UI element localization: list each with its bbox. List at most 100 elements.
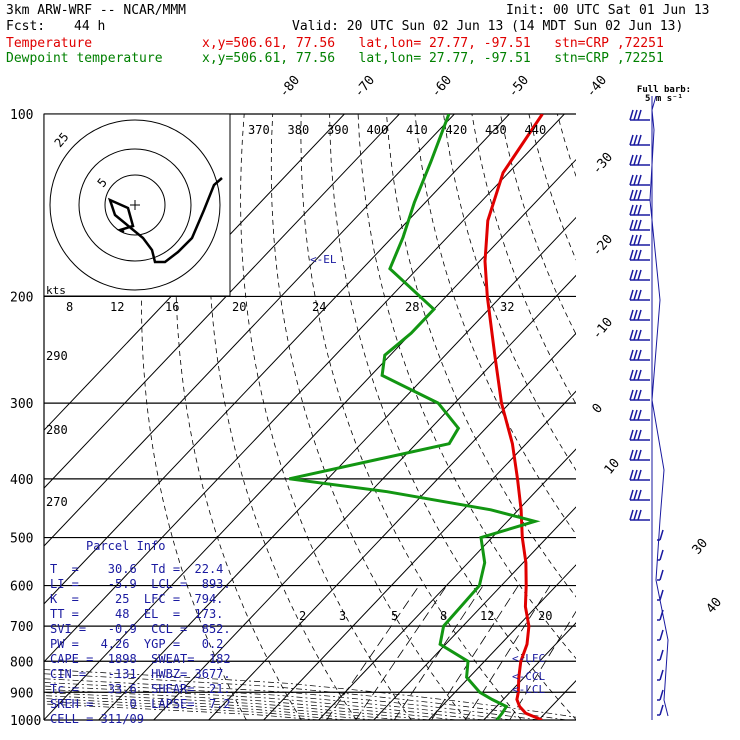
wind-barb-flag xyxy=(629,349,634,361)
wind-barb-flag xyxy=(633,174,638,186)
isotherm-line xyxy=(44,114,565,663)
wind-barb-flag xyxy=(633,409,638,421)
mixing-ratio-label: 20 xyxy=(538,609,552,623)
isotherm-line xyxy=(44,114,455,547)
wind-barb-flag xyxy=(659,589,664,601)
parcel-row-svi: SVI = -0.9 CCL = 852. xyxy=(50,622,231,636)
temperature-location: x,y=506.61, 77.56 lat,lon= 27.77, -97.51… xyxy=(202,36,664,51)
wind-barb-flag xyxy=(637,109,642,121)
wind-barb-flag xyxy=(633,154,638,166)
wind-barb-flag xyxy=(637,449,642,461)
dry-adiabat xyxy=(556,114,576,178)
wind-barb-flag xyxy=(637,349,642,361)
isotherm-line xyxy=(428,564,576,720)
wind-profile-trace xyxy=(649,95,669,717)
wind-barb-flag xyxy=(629,134,634,146)
hodograph-trace xyxy=(107,177,223,264)
isotherm-line xyxy=(594,114,740,720)
wind-barb-flag xyxy=(637,409,642,421)
dewpoint-legend: Dewpoint temperature xyxy=(6,51,163,66)
barb-key: Full barb: 5 m s⁻¹ xyxy=(636,85,692,105)
wind-barb-flag xyxy=(633,109,638,121)
isotherm-line xyxy=(263,390,576,720)
moist-adiabat xyxy=(44,673,567,720)
wind-barb-flag xyxy=(633,134,638,146)
barb-key-title: Full barb: xyxy=(636,85,692,95)
wind-barb-flag xyxy=(629,109,634,121)
parcel-info-panel: Parcel Info T = 30.6 Td = 22.4 LI = -5.9… xyxy=(44,536,232,738)
pressure-tick-label: 800 xyxy=(10,655,33,670)
dry-adiabat xyxy=(700,114,740,720)
mixing-ratio-label: 5 xyxy=(391,609,398,623)
pressure-tick-label: 900 xyxy=(10,686,33,701)
pressure-tick-label: 400 xyxy=(10,473,33,488)
wind-barb-flag xyxy=(633,289,638,301)
wind-barb-flag xyxy=(629,489,634,501)
wind-barb-flag xyxy=(633,329,638,341)
dry-adiabat xyxy=(175,114,302,720)
dry-adiabat xyxy=(141,114,247,720)
isotherm-line xyxy=(153,274,576,720)
theta-label: 440 xyxy=(525,123,547,137)
hodograph-speed-label: 32 xyxy=(500,300,514,314)
el-marker: <-EL xyxy=(310,253,337,266)
wind-barb-flag xyxy=(633,234,638,246)
hodograph-speed-label: 20 xyxy=(232,300,246,314)
wind-barb-flag xyxy=(629,509,634,521)
mixing-ratio-label: 8 xyxy=(440,609,447,623)
isotherm-line xyxy=(98,216,576,720)
theta-label: 400 xyxy=(367,123,389,137)
wind-barb-flag xyxy=(659,569,664,581)
wind-barb-flag xyxy=(629,204,634,216)
wind-barb-flag xyxy=(637,249,642,261)
wind-barb-flag xyxy=(629,429,634,441)
mixing-ratio-label: 2 xyxy=(299,609,306,623)
temperature-profile xyxy=(483,114,544,720)
theta-side-label: 270 xyxy=(46,495,68,509)
isotherm-label: -80 xyxy=(277,73,304,101)
model-title: 3km ARW-WRF -- NCAR/MMM xyxy=(6,3,187,18)
wind-barb-flag xyxy=(637,489,642,501)
theta-label: 430 xyxy=(485,123,507,137)
wind-barb-flag xyxy=(629,369,634,381)
wind-barb-flag xyxy=(637,189,642,201)
moist-adiabat xyxy=(44,669,576,718)
wind-barb-flag xyxy=(633,219,638,231)
lfc-marker: <-LFC xyxy=(512,652,545,665)
wind-barb-flag xyxy=(637,204,642,216)
wind-barb-flag xyxy=(633,189,638,201)
wind-barb-flag xyxy=(659,704,664,716)
parcel-row-k: K = 25 LFC = 794. xyxy=(50,592,224,606)
isotherm-group xyxy=(44,114,740,720)
theta-label: 380 xyxy=(288,123,310,137)
theta-label: 390 xyxy=(327,123,349,137)
wind-barb-flag xyxy=(633,429,638,441)
mixing-ratio-line xyxy=(326,585,420,720)
temperature-legend: Temperature xyxy=(6,36,93,51)
wind-barb-flag xyxy=(629,219,634,231)
wind-barb-flag xyxy=(633,204,638,216)
wind-barb-flag xyxy=(629,189,634,201)
isotherm-line xyxy=(318,448,576,720)
wind-barb-flag xyxy=(633,489,638,501)
wind-barb-flag xyxy=(629,389,634,401)
pressure-tick-label: 600 xyxy=(10,580,33,595)
isotherm-line xyxy=(373,506,576,720)
isotherm-label: 0 xyxy=(590,401,607,417)
barb-key-units: 5 m s⁻¹ xyxy=(645,94,683,105)
mixing-ratio-line xyxy=(464,585,551,720)
hodograph-speed-label: 24 xyxy=(312,300,326,314)
parcel-row-cape: CAPE = 1898 SWEAT= 182 xyxy=(50,652,231,666)
mixing-ratio-label: 3 xyxy=(339,609,346,623)
mixing-ratio-line xyxy=(393,585,484,720)
isotherm-line xyxy=(44,114,345,431)
pressure-tick-label: 300 xyxy=(10,397,33,412)
dewpoint-profile xyxy=(288,114,541,720)
dewpoint-location: x,y=506.61, 77.56 lat,lon= 27.77, -97.51… xyxy=(202,51,664,66)
parcel-row-t: T = 30.6 Td = 22.4 xyxy=(50,562,224,576)
hodograph-ring xyxy=(104,174,166,236)
parcel-row-tc: Tc = 33.6 SHEAR= 21. xyxy=(50,682,231,696)
wind-barb-flag xyxy=(629,449,634,461)
hodograph-ring xyxy=(49,119,221,291)
